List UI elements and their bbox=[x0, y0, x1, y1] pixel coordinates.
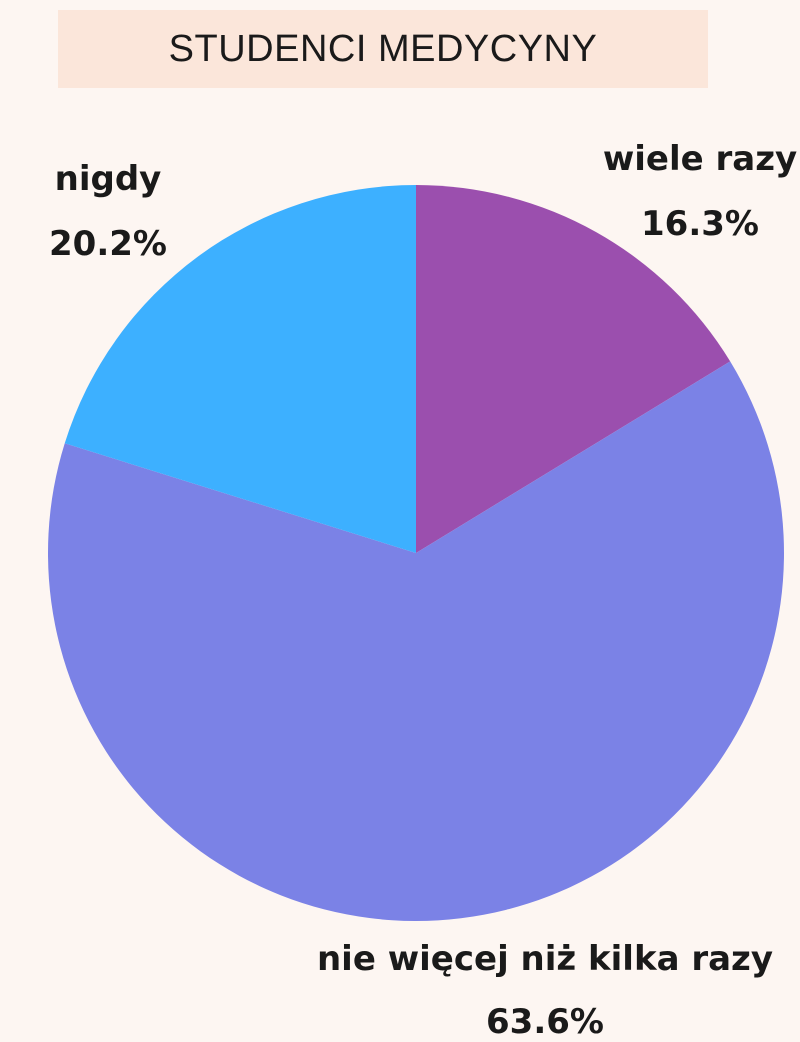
pie-slices bbox=[47, 184, 784, 922]
chart-title: STUDENCI MEDYCYNY bbox=[168, 27, 598, 70]
pie-slice-1 bbox=[416, 185, 731, 553]
slice-value-label-2: 63.6% bbox=[486, 1002, 604, 1042]
pie-slice-2 bbox=[47, 361, 784, 922]
slice-value-label-1: 16.3% bbox=[641, 204, 759, 244]
pie-labels: wiele razy 16.3% nie więcej niż kilka razy… bbox=[49, 139, 797, 1042]
slice-value-label-3: 20.2% bbox=[49, 224, 167, 264]
slice-label-1: wiele razy bbox=[603, 139, 797, 179]
slice-label-2: nie więcej niż kilka razy bbox=[317, 939, 773, 979]
slice-label-3: nigdy bbox=[55, 159, 162, 199]
pie-slice-3 bbox=[64, 184, 416, 553]
chart-title-box: STUDENCI MEDYCYNY bbox=[58, 10, 708, 88]
